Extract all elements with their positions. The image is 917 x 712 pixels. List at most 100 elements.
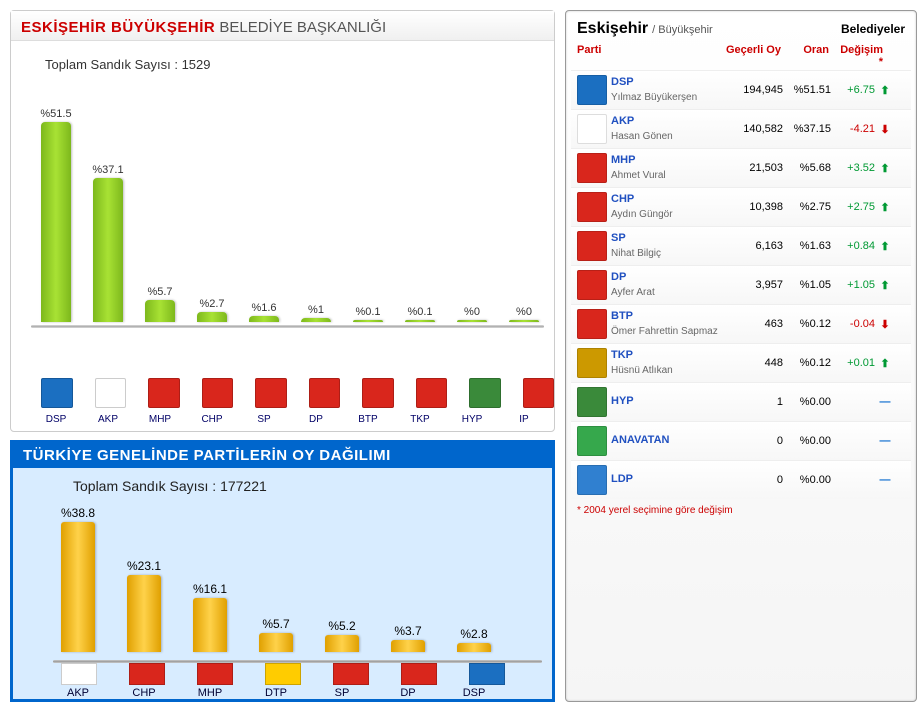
bar — [259, 633, 293, 652]
table-row[interactable]: HYP1%0.00— — [571, 382, 911, 421]
table-row[interactable]: DSPYılmaz Büyükerşen194,945%51.51+6.75⬆ — [571, 70, 911, 109]
vote-rate: %37.15 — [787, 123, 831, 135]
party-name: DP — [611, 271, 719, 284]
party-logo-icon — [469, 663, 505, 685]
local-results-panel: ESKİŞEHİR BÜYÜKŞEHİR BELEDİYE BAŞKANLIĞI… — [10, 10, 555, 432]
bar-label: %38.8 — [61, 506, 95, 520]
vote-count: 0 — [723, 435, 783, 447]
national-subtitle: Toplam Sandık Sayısı : 177221 — [13, 468, 552, 494]
local-subtitle: Toplam Sandık Sayısı : 1529 — [11, 41, 554, 72]
party-name: ANAVATAN — [611, 434, 719, 447]
bar-dsp: %2.8 — [457, 627, 491, 652]
municipalities-link[interactable]: Belediyeler — [841, 22, 905, 36]
col-rate: Oran — [785, 44, 829, 68]
party-logo-icon — [577, 465, 607, 495]
party-info: LDP — [611, 473, 719, 486]
vote-delta: -0.04 — [835, 318, 875, 330]
trend-arrow-icon: ⬇ — [879, 123, 891, 136]
vote-count: 463 — [723, 318, 783, 330]
party-info: DSPYılmaz Büyükerşen — [611, 76, 719, 104]
party-name: DSP — [457, 687, 491, 699]
party-name: BTP — [353, 414, 383, 425]
national-results-panel: TÜRKİYE GENELİNDE PARTİLERİN OY DAĞILIMI… — [10, 440, 555, 702]
table-row[interactable]: LDP 0 %0.00 — — [571, 460, 911, 499]
trend-arrow-icon: — — [879, 435, 891, 447]
party-name: TKP — [611, 349, 719, 362]
trend-arrow-icon: ⬆ — [879, 84, 891, 97]
table-row[interactable]: MHPAhmet Vural21,503%5.68+3.52⬆ — [571, 148, 911, 187]
bar-label: %3.7 — [391, 624, 425, 638]
party-logo-icon — [95, 378, 127, 408]
party-logo-icon — [577, 309, 607, 339]
party-logo-icon — [469, 378, 501, 408]
party-logo-icon — [523, 378, 555, 408]
party-name: DP — [391, 687, 425, 699]
vote-rate: %51.51 — [787, 84, 831, 96]
party-name: DTP — [259, 687, 293, 699]
col-delta: Değişim * — [833, 44, 883, 68]
bar-dp: %1 — [301, 304, 331, 322]
bar — [325, 635, 359, 652]
party-info: TKP Hüsnü Atlıkan — [611, 349, 719, 377]
bar-hyp: %0 — [457, 306, 487, 322]
party-name: SP — [325, 687, 359, 699]
candidate-name: Hüsnü Atlıkan — [611, 365, 673, 376]
vote-count: 140,582 — [723, 123, 783, 135]
candidate-name: Nihat Bilgiç — [611, 248, 661, 259]
vote-rate: %0.12 — [787, 318, 831, 330]
party-logo-icon — [577, 75, 607, 105]
national-title: TÜRKİYE GENELİNDE PARTİLERİN OY DAĞILIMI — [13, 443, 552, 468]
bar-chp: %2.7 — [197, 298, 227, 322]
bar-label: %23.1 — [127, 559, 161, 573]
party-logo-icon — [416, 378, 448, 408]
bar-label: %1.6 — [251, 302, 276, 314]
party-name: TKP — [405, 414, 435, 425]
vote-count: 0 — [723, 474, 783, 486]
party-name: MHP — [611, 154, 719, 167]
bar-dsp: %51.5 — [41, 108, 71, 322]
vote-count: 194,945 — [723, 84, 783, 96]
table-row[interactable]: DPAyfer Arat3,957%1.05+1.05⬆ — [571, 265, 911, 304]
party-name: MHP — [193, 687, 227, 699]
table-row[interactable]: AKPHasan Gönen140,582%37.15-4.21⬇ — [571, 109, 911, 148]
table-row[interactable]: ANAVATAN0%0.00— — [571, 421, 911, 460]
results-table-panel: Eskişehir / Büyükşehir Belediyeler Parti… — [565, 10, 917, 702]
vote-count: 21,503 — [723, 162, 783, 174]
party-logo-icon — [401, 663, 437, 685]
party-logo-icon — [202, 378, 234, 408]
chart-baseline — [31, 325, 544, 328]
local-title-rest: BELEDİYE BAŞKANLIĞI — [215, 19, 386, 36]
vote-count: 3,957 — [723, 279, 783, 291]
vote-rate: %0.00 — [787, 474, 831, 486]
table-row[interactable]: TKPHüsnü Atlıkan448%0.12+0.01⬆ — [571, 343, 911, 382]
party-logo-icon — [577, 426, 607, 456]
party-logo-icon — [197, 663, 233, 685]
vote-rate: %1.05 — [787, 279, 831, 291]
party-name: AKP — [93, 414, 123, 425]
party-name: MHP — [145, 414, 175, 425]
bar — [193, 598, 227, 652]
vote-rate: %0.12 — [787, 357, 831, 369]
candidate-name: Aydın Güngör — [611, 209, 673, 220]
table-row[interactable]: CHPAydın Güngör10,398%2.75+2.75⬆ — [571, 187, 911, 226]
candidate-name: Ömer Fahrettin Sapmaz — [611, 326, 718, 337]
party-info: HYP — [611, 395, 719, 408]
party-name: AKP — [611, 115, 719, 128]
trend-arrow-icon: — — [879, 474, 891, 486]
party-info: DPAyfer Arat — [611, 271, 719, 299]
bar — [391, 640, 425, 652]
table-row[interactable]: BTPÖmer Fahrettin Sapmaz463%0.12-0.04⬇ — [571, 304, 911, 343]
table-row[interactable]: SPNihat Bilgiç6,163%1.63+0.84⬆ — [571, 226, 911, 265]
bar-label: %51.5 — [40, 108, 71, 120]
party-logo-icon — [577, 270, 607, 300]
bar — [41, 122, 71, 322]
party-logo-icon — [309, 378, 341, 408]
bar — [249, 316, 279, 322]
table-scope: / Büyükşehir — [652, 24, 713, 36]
trend-arrow-icon: ⬆ — [879, 240, 891, 253]
party-logo-icon — [41, 378, 73, 408]
vote-delta: +1.05 — [835, 279, 875, 291]
party-logo-icon — [129, 663, 165, 685]
bar — [301, 318, 331, 322]
party-name: CHP — [197, 414, 227, 425]
